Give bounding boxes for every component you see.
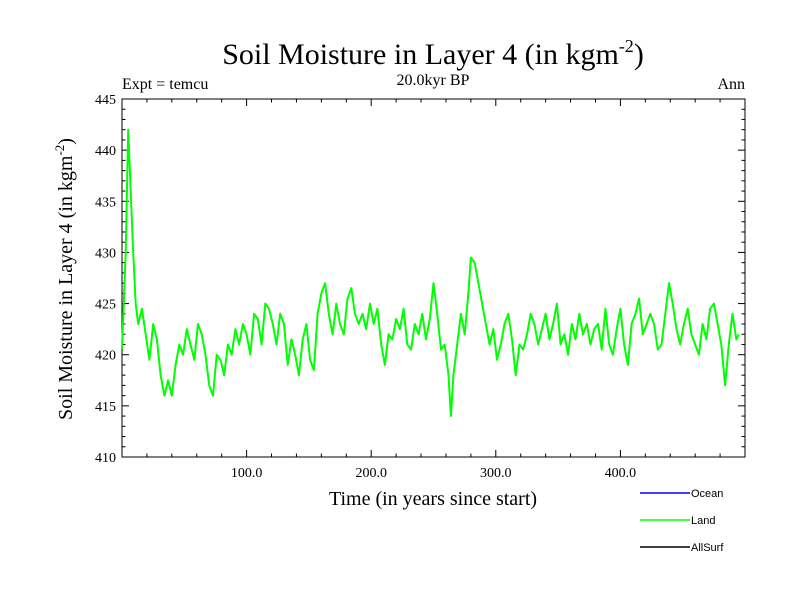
y-tick-label: 430 (95, 246, 116, 261)
y-tick-label: 410 (95, 451, 116, 466)
x-tick-label: 200.0 (355, 466, 387, 481)
y-tick-label: 415 (95, 400, 116, 415)
y-tick-label: 420 (95, 349, 116, 364)
svg-text:Soil Moisture in Layer 4 (in k: Soil Moisture in Layer 4 (in kgm-2) (52, 138, 77, 420)
x-tick-label: 100.0 (231, 466, 263, 481)
x-tick-label: 400.0 (605, 466, 637, 481)
y-tick-label: 435 (95, 195, 116, 210)
series-line-land (121, 128, 740, 418)
x-tick-label: 300.0 (480, 466, 512, 481)
y-tick-label: 440 (95, 144, 116, 159)
y-axis-label: Soil Moisture in Layer 4 (in kgm-2) (52, 138, 77, 420)
chart-title: Soil Moisture in Layer 4 (in kgm-2) (222, 36, 644, 71)
legend-label-land: Land (691, 515, 715, 527)
experiment-label: Expt = temcu (122, 76, 208, 93)
y-tick-label: 445 (95, 93, 116, 108)
plot-frame (121, 98, 746, 458)
plot-area: 410 415 420 425 430 435 440 445 100.0 200.0 300.0 4… (95, 93, 746, 481)
legend-label-ocean: Ocean (691, 488, 723, 500)
legend-label-allsurf: AllSurf (691, 542, 724, 554)
legend: Ocean Land AllSurf (640, 488, 724, 554)
y-tick-label: 425 (95, 298, 116, 313)
chart-subtitle: 20.0kyr BP (397, 72, 470, 89)
x-axis-label: Time (in years since start) (329, 488, 537, 510)
season-label: Ann (717, 76, 745, 93)
